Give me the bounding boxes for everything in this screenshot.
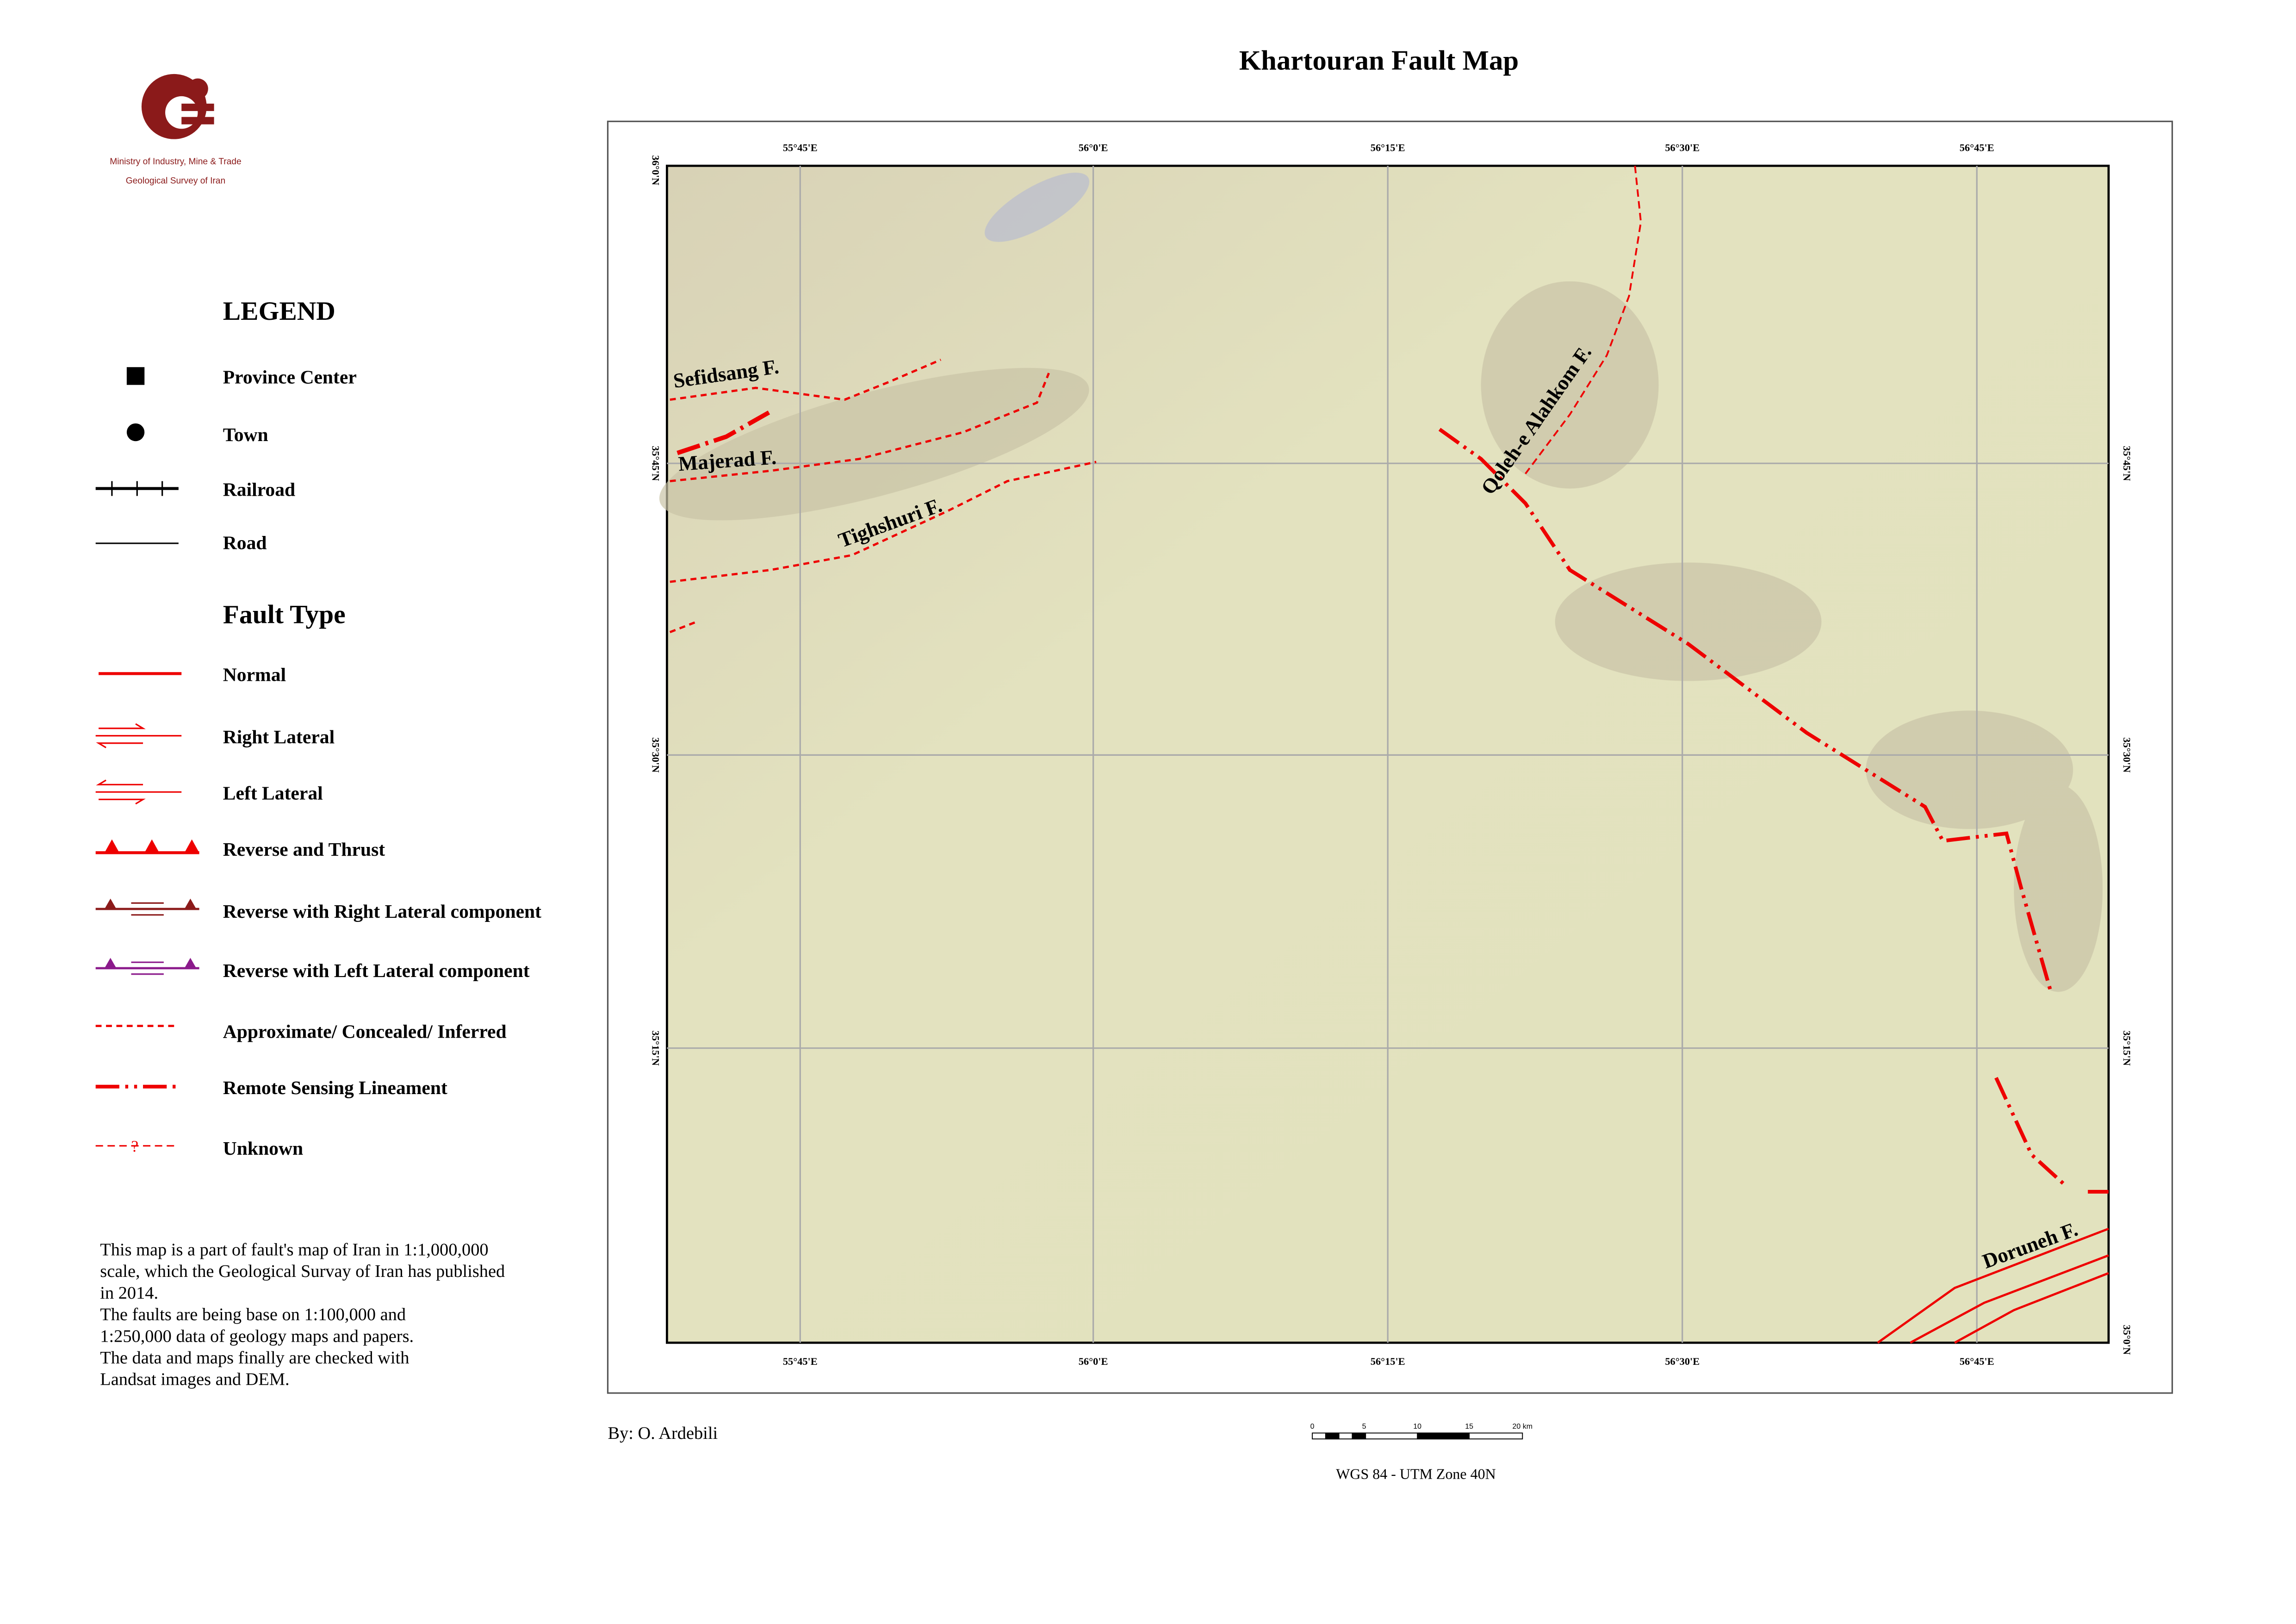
note-line: in 2014. bbox=[100, 1283, 158, 1303]
scale-label: 20 km bbox=[1513, 1423, 1533, 1431]
top-coordinate: 55°45'E bbox=[783, 142, 818, 153]
legend-label: Province Center bbox=[223, 366, 357, 387]
svg-text:?: ? bbox=[131, 1138, 138, 1156]
left-coordinate: 35°15'N bbox=[650, 1031, 661, 1066]
bottom-coordinate: 56°0'E bbox=[1079, 1356, 1108, 1367]
right-coordinate: 35°30'N bbox=[2121, 737, 2133, 772]
legend-label: Right Lateral bbox=[223, 726, 335, 747]
legend-subtitle: Fault Type bbox=[223, 600, 346, 629]
legend-title: LEGEND bbox=[223, 297, 335, 326]
graticule bbox=[667, 166, 2109, 1343]
logo: Ministry of Industry, Mine & Trade Geolo… bbox=[110, 74, 242, 186]
legend-label: Town bbox=[223, 424, 268, 445]
logo-text: Geological Survey of Iran bbox=[126, 176, 225, 186]
faults bbox=[669, 166, 2109, 1344]
outer-frame bbox=[607, 120, 2173, 1394]
left-coordinate: 36°0'N bbox=[650, 155, 661, 185]
bottom-coordinate: 55°45'E bbox=[783, 1356, 818, 1367]
right-coordinate: 35°0'N bbox=[2121, 1325, 2133, 1355]
legend-label: Reverse and Thrust bbox=[223, 839, 385, 860]
legend-symbols: ? bbox=[95, 367, 199, 1156]
note-line: Landsat images and DEM. bbox=[100, 1370, 289, 1389]
author: By: O. Ardebili bbox=[608, 1424, 718, 1443]
top-coordinate: 56°15'E bbox=[1371, 142, 1405, 153]
legend-label: Railroad bbox=[223, 479, 295, 500]
scale-label: 5 bbox=[1362, 1423, 1366, 1431]
projection: WGS 84 - UTM Zone 40N bbox=[1336, 1466, 1496, 1482]
legend-label: Remote Sensing Lineament bbox=[223, 1077, 447, 1098]
note-line: This map is a part of fault's map of Ira… bbox=[100, 1240, 488, 1260]
left-coordinate: 35°45'N bbox=[650, 446, 661, 481]
top-coordinate: 56°45'E bbox=[1960, 142, 1994, 153]
scale-label: 0 bbox=[1310, 1423, 1315, 1431]
right-coordinate: 35°15'N bbox=[2121, 1031, 2133, 1066]
note-line: 1:250,000 data of geology maps and paper… bbox=[100, 1326, 414, 1346]
top-coordinate: 56°0'E bbox=[1079, 142, 1108, 153]
bottom-coordinate: 56°45'E bbox=[1960, 1356, 1994, 1367]
legend-label: Reverse with Right Lateral component bbox=[223, 901, 541, 922]
logo-text: Ministry of Industry, Mine & Trade bbox=[110, 157, 241, 167]
legend-label: Normal bbox=[223, 664, 286, 685]
legend-label: Unknown bbox=[223, 1138, 303, 1159]
scale-bar bbox=[1312, 1432, 1523, 1440]
right-coordinate: 35°45'N bbox=[2121, 446, 2133, 481]
note-line: scale, which the Geological Survay of Ir… bbox=[100, 1262, 505, 1281]
legend-label: Approximate/ Concealed/ Inferred bbox=[223, 1020, 507, 1042]
left-coordinate: 35°30'N bbox=[650, 737, 661, 772]
scale-label: 10 bbox=[1413, 1423, 1421, 1431]
legend-label: Reverse with Left Lateral component bbox=[223, 960, 530, 981]
bottom-coordinate: 56°15'E bbox=[1371, 1356, 1405, 1367]
bottom-coordinate: 56°30'E bbox=[1665, 1356, 1700, 1367]
legend-label: Left Lateral bbox=[223, 782, 323, 803]
legend-label: Road bbox=[223, 532, 267, 554]
scale-label: 15 bbox=[1465, 1423, 1473, 1431]
note-line: The faults are being base on 1:100,000 a… bbox=[100, 1305, 406, 1325]
top-coordinate: 56°30'E bbox=[1665, 142, 1700, 153]
map-title: Khartouran Fault Map bbox=[1239, 45, 1519, 76]
note-line: The data and maps finally are checked wi… bbox=[100, 1348, 409, 1368]
